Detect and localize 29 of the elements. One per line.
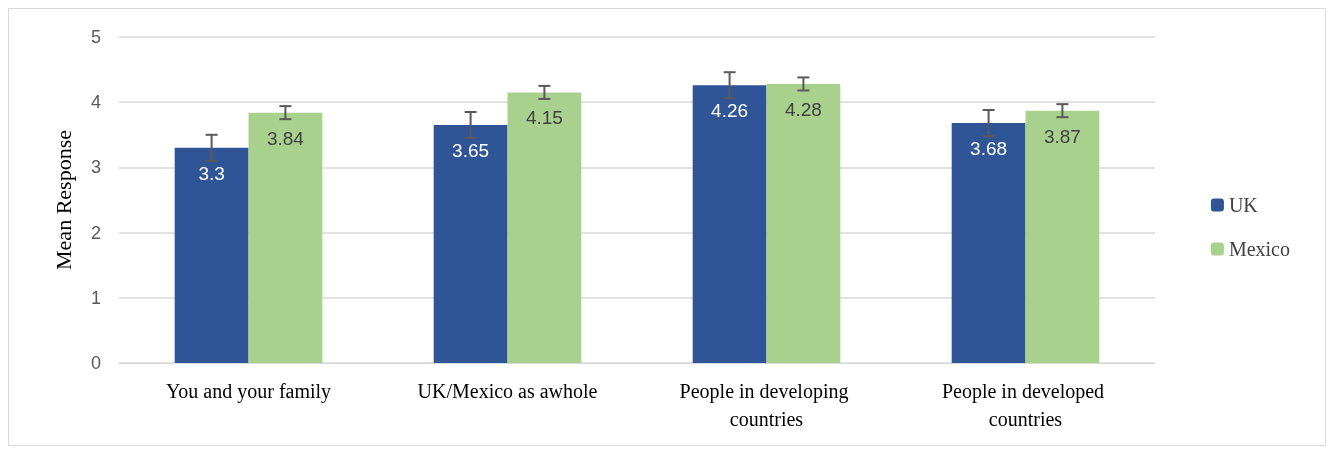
legend-label: UK xyxy=(1228,194,1259,216)
bar xyxy=(766,83,841,363)
y-axis-title: Mean Response xyxy=(50,130,76,270)
x-tick-label: You and your family xyxy=(165,380,332,403)
legend-label: Mexico xyxy=(1228,238,1290,260)
data-label: 4.28 xyxy=(784,98,822,120)
data-label: 3.87 xyxy=(1043,125,1081,147)
y-tick-label: 2 xyxy=(90,222,101,243)
y-tick-label: 0 xyxy=(90,353,101,373)
bar xyxy=(692,85,767,363)
y-tick-label: 1 xyxy=(90,287,101,308)
data-label: 4.15 xyxy=(525,107,563,129)
data-label: 3.68 xyxy=(970,138,1008,160)
data-label: 3.65 xyxy=(452,140,490,162)
x-tick-label: People in developed countries xyxy=(941,380,1110,430)
bar xyxy=(951,123,1026,363)
bar xyxy=(174,147,249,363)
y-tick-label: 3 xyxy=(90,157,101,178)
data-label: 3.3 xyxy=(198,162,225,184)
bar xyxy=(248,112,323,363)
bar xyxy=(1025,110,1100,363)
bar xyxy=(507,92,582,363)
y-tick-label: 4 xyxy=(90,92,101,113)
x-tick-label: UK/Mexico as awhole xyxy=(417,380,598,402)
bar xyxy=(433,125,508,363)
x-tick-label: People in developing countries xyxy=(679,380,854,430)
data-label: 4.26 xyxy=(711,100,749,122)
data-label: 3.84 xyxy=(266,127,305,149)
y-tick-label: 5 xyxy=(90,27,101,47)
